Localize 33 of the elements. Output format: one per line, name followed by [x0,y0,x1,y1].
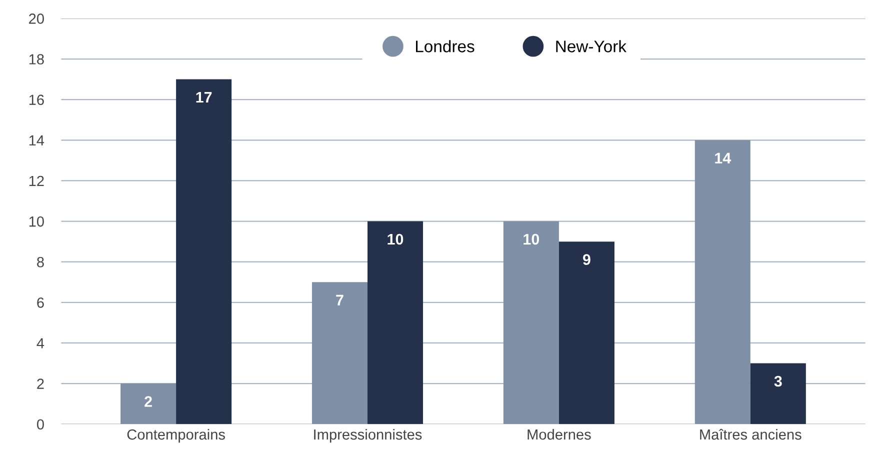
data-label: 3 [774,376,782,387]
bar [367,221,424,424]
y-tick-label: 10 [29,216,44,227]
legend-label: New-York [556,40,627,52]
y-tick-label: 8 [37,256,44,268]
bar [176,79,232,424]
y-tick-label: 16 [29,94,44,106]
y-tick-label: 14 [29,135,44,146]
bar [694,140,750,424]
data-label: 17 [196,92,212,103]
data-label: 9 [582,254,590,265]
y-tick-label: 20 [29,14,44,24]
x-tick-label: Maîtres anciens [700,428,802,440]
x-tick-label: Modernes [528,428,591,440]
x-tick-label: Contemporains [127,428,225,443]
bar [558,242,614,424]
legend-label: Londres [416,40,474,52]
bar [120,384,176,424]
data-label: 14 [715,152,732,164]
bar [312,282,368,424]
y-tick-label: 4 [36,338,44,348]
x-tick-label: Impressionnistes [314,428,422,443]
bar [750,363,806,424]
y-tick-label: 12 [29,176,44,186]
data-label: 2 [144,396,152,407]
data-label: 7 [336,294,344,306]
y-tick-label: 2 [37,378,44,389]
y-tick-label: 18 [29,54,44,64]
y-tick-label: 6 [37,298,44,308]
bar [503,221,559,424]
data-label: 10 [388,234,404,245]
y-tick-label: 0 [36,419,44,430]
data-label: 10 [524,234,540,245]
